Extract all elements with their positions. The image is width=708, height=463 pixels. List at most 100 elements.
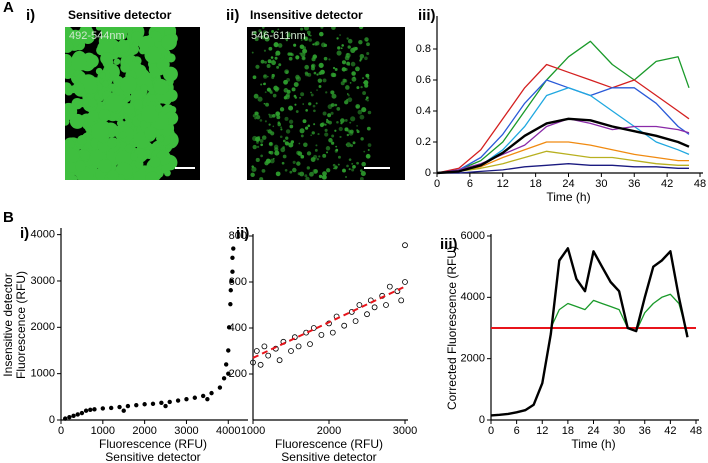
cell-blob [264, 160, 269, 166]
cell-blob [260, 154, 263, 158]
cell-blob [310, 91, 312, 94]
point [117, 404, 122, 410]
cell-blob [295, 110, 299, 113]
cell-blob [312, 54, 318, 59]
cell-blob [324, 123, 327, 126]
point [276, 357, 283, 364]
cell-blob [292, 167, 297, 173]
cell-blob [300, 134, 304, 138]
cell-blob [298, 142, 301, 145]
x-tick-label: 30 [613, 425, 625, 437]
cell-blob [322, 111, 327, 116]
x-tick-label: 42 [664, 425, 676, 437]
cell-blob [130, 152, 138, 161]
cell-blob [333, 167, 335, 170]
point [150, 401, 156, 406]
cell-blob [268, 141, 274, 147]
cell-blob [344, 55, 350, 61]
cell-blob [255, 157, 260, 163]
x-tick-label: 48 [694, 178, 706, 190]
cell-blob [324, 132, 329, 137]
cell-blob [65, 109, 70, 116]
cell-blob [336, 37, 339, 40]
cell-blob [353, 76, 356, 79]
cell-blob [79, 150, 90, 161]
cell-blob [276, 115, 281, 120]
cell-blob [300, 52, 306, 58]
point [108, 405, 114, 411]
point [200, 393, 206, 399]
cell-blob [364, 37, 369, 42]
point [402, 279, 408, 285]
cell-blob [311, 131, 315, 135]
cell-blob [302, 46, 306, 50]
cell-blob [304, 174, 308, 178]
cell-blob [97, 40, 114, 57]
cell-blob [277, 121, 281, 125]
cell-blob [363, 80, 369, 86]
cell-blob [270, 131, 275, 136]
cell-blob [303, 27, 309, 31]
cell-blob [65, 139, 75, 150]
point [83, 408, 89, 413]
point [142, 402, 147, 407]
cell-blob [366, 51, 370, 56]
cell-blob [357, 109, 363, 115]
cell-blob [95, 27, 102, 31]
cell-blob [328, 120, 332, 125]
series-line [437, 163, 689, 174]
cell-blob [316, 73, 319, 76]
cell-blob [303, 142, 308, 147]
cell-blob [284, 69, 289, 75]
x-tick-label: 6 [467, 178, 473, 190]
cell-blob [273, 85, 279, 91]
cell-blob [361, 161, 366, 167]
cell-blob [318, 174, 323, 179]
cell-blob [280, 128, 283, 131]
cell-blob [348, 158, 352, 161]
micrograph [247, 27, 405, 180]
panel-letter: B [3, 209, 14, 226]
cell-blob [347, 38, 353, 44]
cell-blob [320, 27, 324, 29]
cell-blob [309, 34, 312, 37]
cell-blob [295, 55, 300, 60]
cell-blob [361, 107, 367, 113]
cell-blob [310, 134, 312, 137]
cell-blob [306, 166, 310, 170]
cell-blob [315, 144, 318, 147]
point [134, 402, 139, 408]
cell-blob [107, 139, 117, 149]
cell-blob [321, 42, 326, 48]
series-line [490, 247, 689, 417]
cell-blob [332, 163, 336, 167]
cell-blob [360, 137, 364, 141]
cell-blob [368, 155, 371, 158]
cell-blob [257, 96, 263, 102]
cell-blob [276, 65, 280, 69]
cell-blob [284, 141, 289, 146]
cell-blob [351, 162, 354, 165]
cell-blob [258, 29, 262, 33]
point [228, 288, 233, 293]
panel-label: iii) [418, 7, 436, 24]
x-tick-label: 0 [434, 178, 440, 190]
cell-blob [284, 168, 288, 172]
cell-blob [77, 135, 87, 145]
cell-blob [295, 76, 301, 82]
cell-blob [335, 148, 339, 152]
cell-blob [366, 42, 370, 47]
cell-blob [328, 58, 331, 61]
x-axis-label: Time (h) [571, 437, 615, 451]
x-tick-label: 3000 [174, 425, 198, 437]
cell-blob [252, 75, 257, 80]
cell-blob [266, 64, 271, 69]
point [226, 325, 232, 330]
cell-blob [263, 102, 266, 105]
point [184, 396, 189, 402]
cell-blob [256, 145, 260, 149]
point [67, 415, 72, 420]
cell-blob [268, 123, 271, 126]
cell-blob [336, 107, 341, 111]
cell-blob [260, 83, 263, 86]
